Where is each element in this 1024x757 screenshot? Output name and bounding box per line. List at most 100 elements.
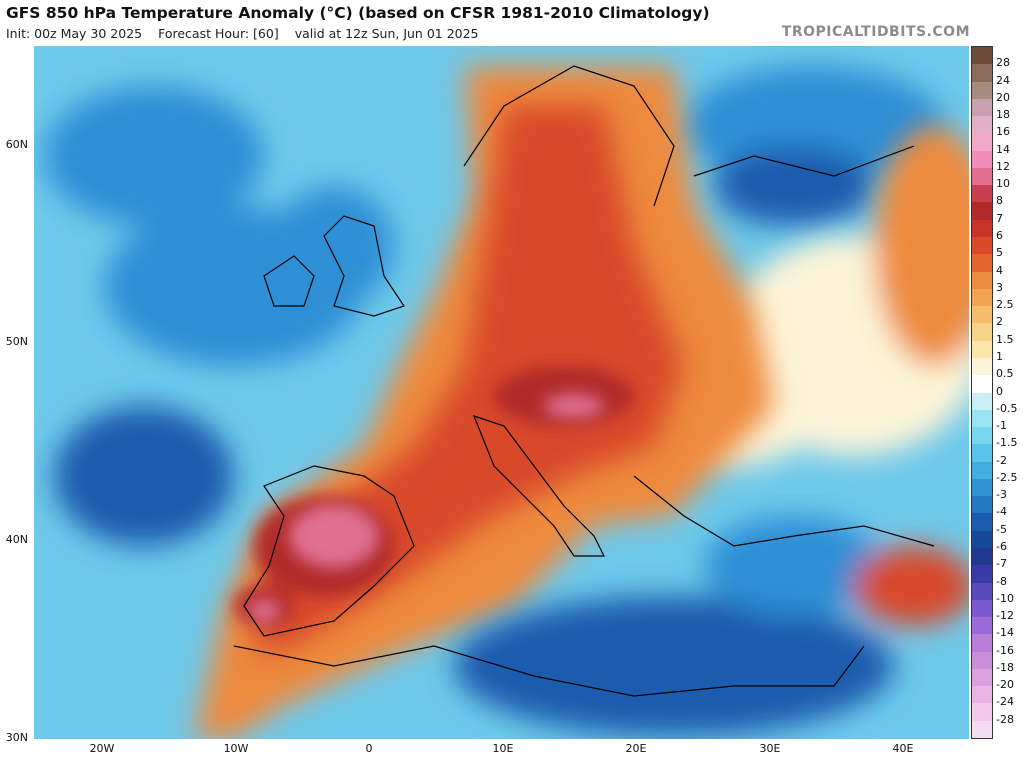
colorbar-label: -2 <box>996 453 1007 467</box>
colorbar-cell <box>972 254 992 273</box>
colorbar-cell <box>972 237 992 255</box>
lat-tick-60n: 60N <box>5 138 28 151</box>
colorbar-cell <box>972 617 992 635</box>
colorbar-label: 3 <box>996 280 1003 294</box>
colorbar-label: 20 <box>996 90 1010 104</box>
map-title: GFS 850 hPa Temperature Anomaly (°C) (ba… <box>6 4 710 22</box>
colorbar-cell <box>972 288 992 307</box>
colorbar-label: -1.5 <box>996 436 1018 450</box>
colorbar-cell <box>972 150 992 169</box>
colorbar-cell <box>972 133 992 152</box>
colorbar-cell <box>972 409 992 428</box>
colorbar-label: -1 <box>996 419 1007 433</box>
colorbar <box>971 46 993 739</box>
cold-atlantic <box>44 66 944 546</box>
colorbar-label: -6 <box>996 539 1007 553</box>
colorbar-cell <box>972 375 992 394</box>
colorbar-label: 18 <box>996 108 1010 122</box>
colorbar-cell <box>972 444 992 463</box>
colorbar-label: 1 <box>996 349 1003 363</box>
colorbar-label: -20 <box>996 678 1014 692</box>
colorbar-cell <box>972 427 992 445</box>
map-subtitle: Init: 00z May 30 2025 Forecast Hour: [60… <box>6 26 491 41</box>
colorbar-cell <box>972 599 992 618</box>
colorbar-label: 8 <box>996 194 1003 208</box>
cold-mediterranean <box>454 516 969 736</box>
colorbar-label: -2.5 <box>996 470 1018 484</box>
anomaly-map <box>34 46 969 739</box>
colorbar-label: -28 <box>996 712 1014 726</box>
colorbar-cell <box>972 271 992 290</box>
colorbar-label: 10 <box>996 177 1010 191</box>
colorbar-label: 0 <box>996 384 1003 398</box>
colorbar-cell <box>972 530 992 549</box>
colorbar-cell <box>972 582 992 601</box>
colorbar-label: -16 <box>996 643 1014 657</box>
colorbar-label: -0.5 <box>996 401 1018 415</box>
colorbar-label: 6 <box>996 229 1003 243</box>
valid-time: valid at 12z Sun, Jun 01 2025 <box>294 26 479 41</box>
colorbar-cell <box>972 686 992 705</box>
colorbar-cell <box>972 219 992 238</box>
site-watermark: TROPICALTIDBITS.COM <box>781 24 970 40</box>
colorbar-label: 5 <box>996 246 1003 260</box>
colorbar-cell <box>972 98 992 117</box>
colorbar-cell <box>972 323 992 342</box>
colorbar-cell <box>972 720 992 738</box>
lat-tick-30n: 30N <box>5 731 28 744</box>
colorbar-label: -24 <box>996 695 1014 709</box>
lon-tick-0: 0 <box>365 742 373 755</box>
lon-tick-20w: 20W <box>89 742 115 755</box>
colorbar-cell <box>972 357 992 376</box>
colorbar-cell <box>972 392 992 411</box>
lon-tick-40e: 40E <box>892 742 914 755</box>
colorbar-label: -3 <box>996 488 1007 502</box>
colorbar-label: -5 <box>996 522 1007 536</box>
colorbar-label: 28 <box>996 56 1010 70</box>
colorbar-cell <box>972 547 992 566</box>
colorbar-cell <box>972 64 992 83</box>
colorbar-label: 12 <box>996 159 1010 173</box>
colorbar-label: -14 <box>996 626 1014 640</box>
colorbar-label: -10 <box>996 591 1014 605</box>
lon-tick-20e: 20E <box>625 742 647 755</box>
colorbar-label: 16 <box>996 125 1010 139</box>
colorbar-label: -12 <box>996 609 1014 623</box>
colorbar-cell <box>972 478 992 497</box>
colorbar-label: -8 <box>996 574 1007 588</box>
colorbar-cell <box>972 651 992 670</box>
lon-tick-10e: 10E <box>492 742 514 755</box>
colorbar-label: 2 <box>996 315 1003 329</box>
colorbar-cell <box>972 81 992 100</box>
colorbar-cell <box>972 634 992 653</box>
colorbar-label: 24 <box>996 73 1010 87</box>
lat-tick-40n: 40N <box>5 533 28 546</box>
colorbar-label: 2.5 <box>996 298 1014 312</box>
colorbar-label: -7 <box>996 557 1007 571</box>
colorbar-cell <box>972 202 992 221</box>
colorbar-cell <box>972 496 992 515</box>
colorbar-label: 1.5 <box>996 332 1014 346</box>
lat-tick-50n: 50N <box>5 335 28 348</box>
colorbar-cell <box>972 185 992 204</box>
forecast-hour: Forecast Hour: [60] <box>158 26 279 41</box>
colorbar-label: 4 <box>996 263 1003 277</box>
colorbar-label: 14 <box>996 142 1010 156</box>
colorbar-label: 0.5 <box>996 367 1014 381</box>
colorbar-label: -18 <box>996 660 1014 674</box>
extreme-core <box>248 394 604 623</box>
colorbar-label: 7 <box>996 211 1003 225</box>
lon-tick-30e: 30E <box>759 742 781 755</box>
colorbar-cell <box>972 668 992 687</box>
colorbar-cell <box>972 47 992 65</box>
colorbar-cell <box>972 461 992 480</box>
coastlines <box>233 65 935 697</box>
init-time: Init: 00z May 30 2025 <box>6 26 143 41</box>
colorbar-cell <box>972 167 992 186</box>
lon-tick-10w: 10W <box>223 742 249 755</box>
colorbar-cell <box>972 116 992 134</box>
colorbar-cell <box>972 340 992 359</box>
colorbar-cell <box>972 513 992 532</box>
map-canvas <box>34 46 969 739</box>
colorbar-cell <box>972 306 992 324</box>
